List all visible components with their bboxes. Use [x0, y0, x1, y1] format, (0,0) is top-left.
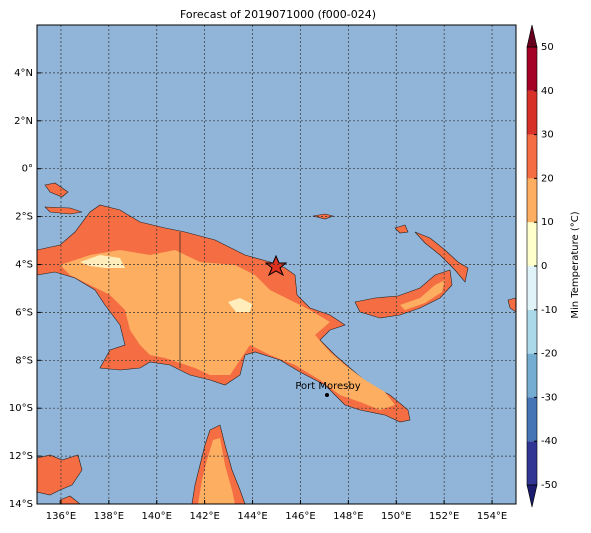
colorbar-tick-label: -40	[541, 436, 557, 447]
land	[400, 280, 445, 310]
y-tick-label: 8°S	[15, 355, 33, 366]
colorbar-tick-label: -20	[541, 349, 557, 360]
land	[36, 454, 83, 496]
colorbar-extend	[526, 484, 538, 508]
colorbar-band	[527, 397, 537, 442]
land	[60, 250, 395, 410]
y-tick-label: 12°S	[9, 451, 33, 462]
y-tick-label: 2°N	[14, 116, 33, 127]
city-marker	[325, 393, 329, 397]
y-tick-label: 6°S	[15, 307, 33, 318]
y-tick-label: 4°N	[14, 68, 33, 79]
colorbar-band	[527, 47, 537, 91]
x-tick-label: 148°E	[333, 511, 363, 522]
land	[44, 182, 69, 198]
colorbar-tick-label: 50	[541, 42, 554, 53]
map-frame	[36, 24, 517, 505]
colorbar-tick-label: 0	[541, 261, 547, 272]
star-marker	[264, 254, 288, 277]
colorbar-band	[527, 441, 537, 485]
colorbar-band	[527, 353, 537, 398]
land	[414, 231, 469, 283]
x-tick-label: 144°E	[237, 511, 267, 522]
colorbar-tick-label: -50	[541, 480, 557, 491]
y-tick-label: 0°	[22, 164, 33, 175]
colorbar-band	[527, 309, 537, 354]
city-label: Port Moresby	[295, 381, 360, 392]
title: Forecast of 2019071000 (f000-024)	[180, 8, 376, 21]
land	[44, 206, 83, 215]
colorbar-tick-label: 20	[541, 173, 554, 184]
x-tick-label: 152°E	[429, 511, 459, 522]
colorbar-tick-label: -10	[541, 305, 557, 316]
y-tick-label: 10°S	[9, 403, 33, 414]
x-tick-label: 146°E	[285, 511, 315, 522]
colorbar-band	[527, 222, 537, 266]
y-tick-label: 14°S	[9, 499, 33, 510]
x-tick-label: 150°E	[381, 511, 411, 522]
colorbar-tick-label: -30	[541, 392, 557, 403]
y-tick-label: 2°S	[15, 212, 33, 223]
colorbar-extend	[526, 24, 538, 48]
colorbar-tick-label: 30	[541, 130, 554, 141]
land	[228, 298, 252, 312]
x-tick-label: 154°E	[477, 511, 507, 522]
x-tick-label: 140°E	[142, 511, 172, 522]
colorbar-label: Min Temperature (°C)	[570, 211, 581, 318]
x-tick-label: 142°E	[189, 511, 219, 522]
colorbar-band	[527, 178, 537, 223]
colorbar-band	[527, 134, 537, 179]
colorbar-tick-label: 40	[541, 86, 554, 97]
y-tick-label: 4°S	[15, 260, 33, 271]
land	[354, 269, 453, 319]
x-tick-label: 138°E	[94, 511, 124, 522]
colorbar-band	[527, 90, 537, 135]
map: Port Moresby	[36, 25, 517, 505]
land	[394, 224, 409, 234]
x-tick-label: 136°E	[46, 511, 76, 522]
colorbar-band	[527, 266, 537, 310]
land	[198, 438, 235, 504]
colorbar-tick-label: 10	[541, 217, 554, 228]
